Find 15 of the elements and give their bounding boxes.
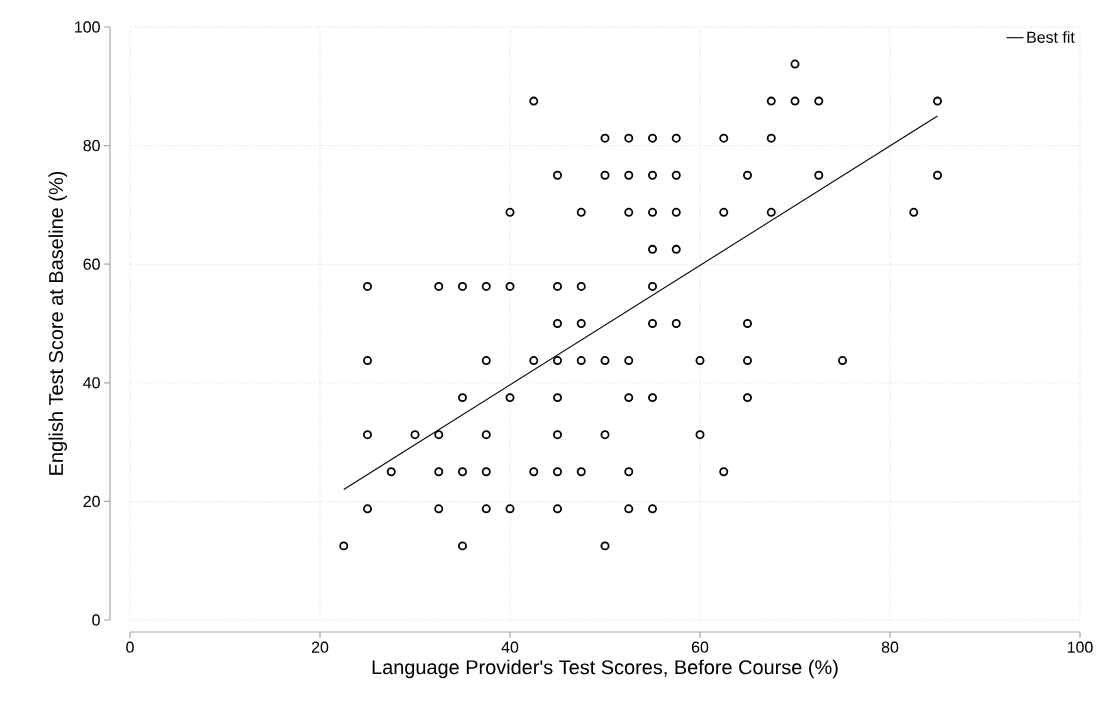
y-tick-label: 40 [83, 377, 100, 389]
x-axis-title: Language Provider's Test Scores, Before Course (%) [372, 659, 838, 679]
x-tick-label: 0 [126, 641, 134, 653]
y-tick-label: 60 [83, 258, 100, 270]
x-tick-label: 20 [311, 641, 329, 653]
y-tick-label: 80 [83, 139, 100, 152]
y-tick-label: 20 [83, 495, 100, 508]
legend-label: Best fit [1027, 31, 1075, 43]
x-tick-label: 60 [691, 641, 709, 653]
x-tick-label: 100 [1067, 641, 1093, 653]
y-axis-title: English Test Score at Baseline (%) [48, 171, 68, 475]
y-tick-label: 0 [92, 614, 100, 626]
y-tick-label: 100 [75, 21, 100, 33]
x-tick-label: 40 [501, 641, 519, 653]
x-tick-label: 80 [881, 641, 899, 653]
